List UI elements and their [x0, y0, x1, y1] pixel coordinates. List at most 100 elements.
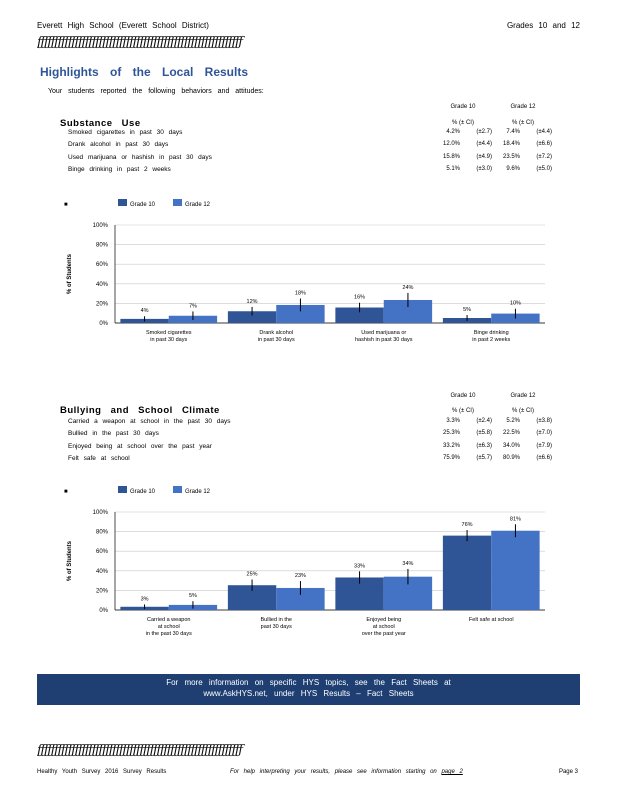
x-category-label: in past 2 weeks — [472, 337, 510, 343]
y-tick-label: 40% — [96, 282, 109, 288]
legend-marker: ■ — [64, 202, 68, 208]
grade12-ci: (±6.6) — [536, 141, 552, 148]
y-tick-label: 20% — [96, 588, 109, 594]
data-label: 10% — [510, 301, 521, 307]
bar — [491, 530, 540, 610]
grade12-value: 34.0% — [502, 442, 520, 449]
col-header-ci: % (± CI) — [452, 408, 474, 414]
bar — [276, 587, 325, 610]
grade12-value: 80.9% — [502, 454, 520, 461]
col-header-ci: % (± CI) — [452, 120, 474, 126]
legend-swatch — [173, 486, 182, 493]
bar-chart-bullying-climate: ■ Grade 10 Grade 12 % of Students 0% 20% 40% 60… — [64, 486, 545, 637]
grade10-value: 75.9% — [442, 454, 460, 461]
grade10-ci: (±5.7) — [476, 454, 492, 461]
grade12-value: 7.4% — [506, 129, 520, 135]
footer-help-message: For help interpreting your results, plea… — [230, 769, 437, 775]
x-category-label: Binge drinking — [474, 330, 509, 336]
y-axis-label: % of Students — [67, 540, 73, 581]
x-category-label: in past 30 days — [150, 337, 187, 343]
row-label: Carried a weapon at school in the past 3… — [68, 418, 231, 425]
grade10-ci: (±2.4) — [476, 418, 492, 424]
grade10-value: 5.1% — [446, 165, 460, 172]
data-label: 4% — [141, 308, 149, 314]
grade12-value: 5.2% — [506, 418, 520, 424]
section-title: Bullying and School Climate — [60, 405, 220, 416]
data-label: 81% — [510, 516, 521, 522]
row-label: Enjoyed being at school over the past ye… — [68, 442, 212, 450]
bar-chart-substance-use: ■ Grade 10 Grade 12 % of Students 0% 20% 40% 60… — [64, 199, 545, 343]
grades-label: Grades 10 and 12 — [506, 21, 580, 30]
y-tick-label: 100% — [93, 510, 109, 516]
info-banner: For more information on specific HYS top… — [37, 674, 580, 705]
decorative-rule-top: ƒƒƒƒƒƒƒƒƒƒƒƒƒƒƒƒƒƒƒƒƒƒƒƒƒƒƒƒƒƒƒƒƒƒƒƒƒƒƒƒ… — [37, 35, 243, 50]
grade10-value: 4.2% — [446, 129, 460, 135]
x-category-label: in past 30 days — [258, 337, 295, 343]
y-tick-label: 60% — [96, 262, 109, 268]
data-label: 33% — [354, 563, 365, 569]
grade10-ci: (±3.0) — [476, 165, 492, 172]
grade12-ci: (±6.6) — [536, 454, 552, 461]
x-category-label: hashish in past 30 days — [355, 337, 413, 343]
x-category-label: Carried a weapon — [147, 617, 190, 623]
y-tick-label: 0% — [99, 321, 108, 327]
col-header-grade10: Grade 10 — [450, 393, 476, 399]
grade12-ci: (±7.9) — [536, 442, 552, 449]
grade12-ci: (±7.2) — [536, 153, 552, 160]
bar — [335, 307, 384, 323]
y-tick-label: 0% — [99, 608, 108, 614]
grade12-value: 9.6% — [506, 165, 520, 172]
grade10-ci: (±4.4) — [476, 141, 492, 148]
bar — [276, 304, 325, 323]
page-title: Highlights of the Local Results — [40, 65, 249, 79]
data-label: 3% — [141, 596, 149, 602]
banner-line-2: www.AskHYS.net, under HYS Results – Fact… — [203, 689, 414, 698]
x-category-label: at school — [373, 624, 395, 630]
grade10-ci: (±5.8) — [476, 430, 492, 437]
legend-label: Grade 10 — [130, 202, 156, 208]
banner-line-1: For more information on specific HYS top… — [166, 678, 451, 687]
grade12-ci: (±3.8) — [536, 418, 552, 424]
y-tick-label: 60% — [96, 549, 109, 555]
row-label: Binge drinking in past 2 weeks — [68, 165, 171, 173]
footer-page-link[interactable]: page 2 — [441, 769, 463, 775]
x-category-label: in the past 30 days — [146, 631, 192, 637]
data-label: 5% — [463, 307, 471, 313]
grade12-ci: (±4.4) — [536, 129, 552, 135]
bar — [383, 299, 433, 323]
grade10-value: 3.3% — [446, 418, 460, 424]
col-header-ci: % (± CI) — [512, 120, 534, 126]
school-name: Everett High School (Everett School Dist… — [37, 21, 209, 30]
y-tick-label: 80% — [96, 243, 109, 249]
legend-swatch — [173, 199, 182, 206]
data-label: 34% — [402, 561, 413, 567]
col-header-grade12: Grade 12 — [510, 104, 536, 110]
col-header-ci: % (± CI) — [512, 408, 534, 414]
footer-survey-label: Healthy Youth Survey 2016 Survey Results — [37, 769, 167, 775]
grade10-value: 33.2% — [442, 442, 460, 449]
x-category-label: Felt safe at school — [469, 617, 514, 623]
col-header-grade10: Grade 10 — [450, 104, 476, 110]
footer-help-text: For help interpreting your results, plea… — [230, 769, 463, 775]
data-label: 5% — [189, 593, 197, 599]
x-category-label: Used marijuana or — [361, 330, 406, 336]
legend-label: Grade 12 — [185, 489, 211, 495]
section-title: Substance Use — [60, 118, 141, 129]
legend-label: Grade 12 — [185, 202, 211, 208]
grade12-ci: (±7.0) — [536, 430, 552, 437]
data-label: 16% — [354, 295, 365, 301]
footer-page-number: Page 3 — [558, 769, 578, 775]
grade10-value: 15.8% — [442, 153, 460, 160]
data-label: 24% — [402, 285, 413, 291]
data-label: 12% — [247, 299, 258, 305]
grade10-value: 12.0% — [442, 141, 460, 148]
y-tick-label: 80% — [96, 530, 109, 536]
y-tick-label: 20% — [96, 301, 109, 307]
grade10-ci: (±4.9) — [476, 153, 492, 160]
data-label: 18% — [295, 291, 306, 297]
y-tick-label: 100% — [93, 223, 109, 229]
bar — [227, 311, 277, 323]
grade10-ci: (±2.7) — [476, 129, 492, 135]
grade10-value: 25.3% — [442, 430, 460, 437]
legend-label: Grade 10 — [130, 489, 156, 495]
